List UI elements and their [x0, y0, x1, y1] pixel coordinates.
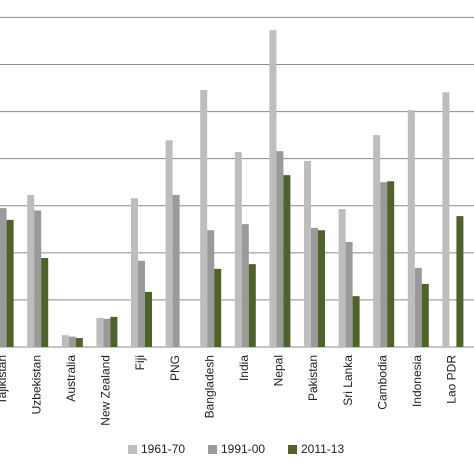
bar	[318, 230, 325, 347]
legend-label: 2011-13	[301, 442, 344, 456]
x-tick-label: Nepal	[272, 355, 286, 386]
legend-swatch	[128, 445, 137, 454]
bar	[283, 175, 291, 347]
x-tick-label: Sri Lanka	[341, 355, 355, 406]
bar	[131, 198, 138, 347]
bar	[345, 242, 353, 347]
bar	[61, 335, 69, 347]
bar	[75, 338, 83, 347]
bar	[172, 194, 180, 347]
legend-swatch	[208, 445, 217, 454]
bar	[145, 291, 152, 347]
x-tick-label: New Zealand	[99, 355, 113, 426]
bar	[103, 318, 111, 347]
bar	[387, 181, 395, 347]
bar	[414, 267, 422, 347]
bar	[407, 110, 415, 347]
legend-label: 1991-00	[221, 442, 265, 456]
bar	[27, 194, 35, 347]
bar	[41, 258, 49, 347]
bar	[200, 89, 208, 347]
bar	[6, 219, 14, 347]
bar	[214, 268, 222, 347]
legend-swatch	[288, 445, 297, 454]
x-tick-label: India	[237, 355, 251, 381]
bar	[380, 182, 388, 347]
legend-label: 1961-70	[141, 442, 185, 456]
bar	[338, 209, 346, 347]
bar	[269, 30, 277, 348]
bar	[96, 317, 104, 347]
x-tick-label: Lao PDR	[445, 355, 459, 404]
x-tick-label: PNG	[168, 355, 182, 381]
bar	[234, 152, 242, 347]
x-tick-label: Cambodia	[375, 355, 389, 410]
bar	[352, 296, 360, 347]
bar	[68, 336, 76, 347]
x-tick-label: Tajikistan	[0, 355, 9, 404]
bar	[373, 135, 381, 347]
x-tick-label: Bangladesh	[202, 355, 216, 418]
bar	[276, 151, 284, 347]
bar	[138, 260, 145, 347]
bar	[442, 92, 450, 347]
bar	[304, 161, 311, 347]
x-tick-label: Fiji	[133, 355, 147, 370]
bar	[110, 316, 118, 347]
bar	[248, 264, 256, 347]
x-tick-label: Pakistan	[306, 355, 320, 401]
bar	[165, 140, 173, 347]
bar	[241, 224, 249, 347]
bar	[0, 208, 7, 347]
x-tick-label: Uzbekistan	[29, 355, 43, 414]
x-tick-label: Indonesia	[410, 355, 424, 407]
bar	[311, 227, 318, 347]
bar	[207, 230, 215, 347]
bar	[34, 210, 42, 347]
x-tick-label: Australia	[64, 355, 78, 402]
bar	[456, 216, 464, 347]
bar	[421, 283, 429, 347]
